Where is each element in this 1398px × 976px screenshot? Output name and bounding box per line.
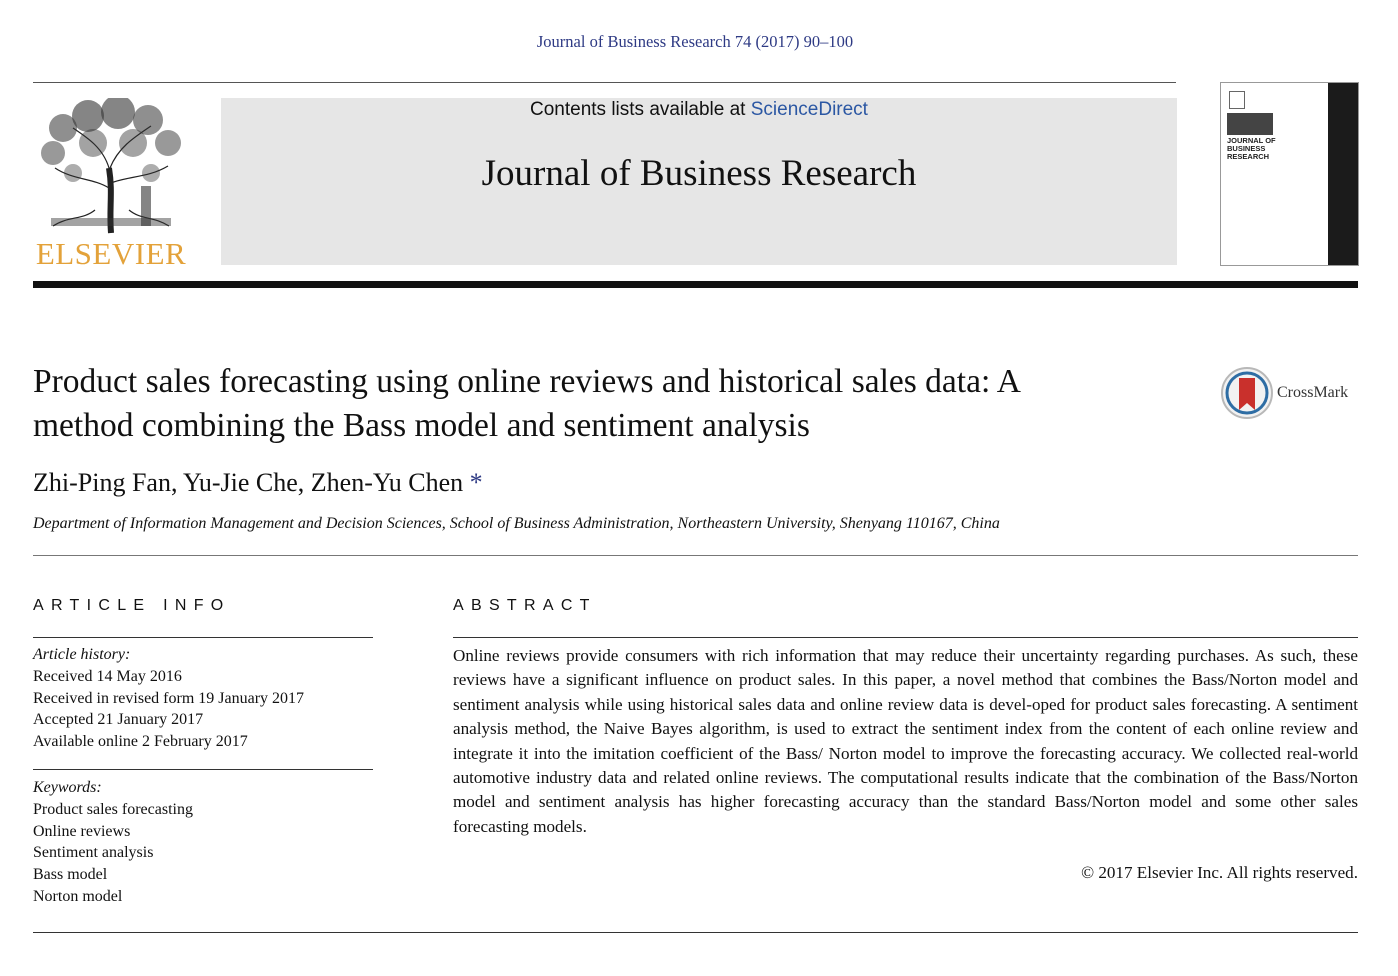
elsevier-wordmark: ELSEVIER (35, 236, 187, 271)
header-divider (33, 82, 1176, 83)
article-info-heading: ARTICLE INFO (33, 597, 231, 614)
cover-dark-strip (1328, 83, 1358, 265)
crossmark-badge[interactable]: CrossMark (1220, 366, 1360, 422)
contents-prefix: Contents lists available at (530, 99, 751, 120)
copyright: © 2017 Elsevier Inc. All rights reserved… (1081, 863, 1358, 882)
journal-name[interactable]: Journal of Business Research (481, 153, 917, 194)
author-list: Zhi-Ping Fan, Yu-Jie Che, Zhen-Yu Chen * (33, 468, 483, 498)
cover-title-line: RESEARCH (1227, 152, 1270, 161)
crossmark-label: CrossMark (1277, 384, 1349, 401)
article-title-line: Product sales forecasting using online r… (33, 363, 1022, 400)
history-item: Received in revised form 19 January 2017 (33, 689, 305, 707)
contents-line: Contents lists available at ScienceDirec… (221, 98, 1177, 121)
abstract-text: Online reviews provide consumers with ri… (453, 646, 1358, 836)
abstract-divider (453, 637, 1358, 638)
history-item: Available online 2 February 2017 (33, 733, 248, 751)
journal-cover-thumbnail[interactable]: JOURNAL OF BUSINESS RESEARCH (1220, 82, 1359, 266)
sciencedirect-link[interactable]: ScienceDirect (750, 99, 868, 120)
keywords-label: Keywords: (33, 779, 102, 796)
affiliation: Department of Information Management and… (33, 515, 1000, 532)
cover-logo-icon (1229, 91, 1245, 109)
keyword-item: Bass model (33, 866, 108, 884)
history-item: Accepted 21 January 2017 (33, 711, 204, 729)
keyword-item: Sentiment analysis (33, 844, 154, 862)
article-title-line: method combining the Bass model and sent… (33, 407, 810, 444)
keyword-item: Online reviews (33, 822, 131, 840)
cover-image-icon (1227, 113, 1273, 135)
article-title: Product sales forecasting using online r… (33, 360, 1193, 448)
elsevier-logo[interactable]: ELSEVIER (33, 98, 189, 271)
keyword-item: Norton model (33, 887, 123, 905)
thick-divider (33, 281, 1358, 288)
keywords-divider (33, 769, 373, 770)
article-info-divider (33, 637, 373, 638)
corresponding-author-mark[interactable]: * (469, 468, 483, 497)
elsevier-tree-logo (41, 98, 181, 234)
section-divider (33, 555, 1358, 556)
journal-citation[interactable]: Journal of Business Research 74 (2017) 9… (536, 32, 854, 51)
bottom-divider (33, 932, 1358, 933)
article-history: Article history: Received 14 May 2016 Re… (33, 644, 373, 753)
crossmark-icon (1221, 367, 1273, 419)
history-item: Received 14 May 2016 (33, 667, 182, 685)
keywords: Keywords: Product sales forecasting Onli… (33, 777, 373, 908)
journal-banner: Contents lists available at ScienceDirec… (221, 98, 1177, 265)
cover-title-line: JOURNAL OF (1227, 136, 1276, 145)
keyword-item: Product sales forecasting (33, 800, 193, 818)
cover-title: JOURNAL OF BUSINESS RESEARCH (1227, 137, 1307, 161)
history-label: Article history: (33, 646, 131, 663)
cover-title-line: BUSINESS (1227, 144, 1266, 153)
abstract-heading: ABSTRACT (453, 597, 597, 614)
authors[interactable]: Zhi-Ping Fan, Yu-Jie Che, Zhen-Yu Chen (33, 468, 464, 497)
